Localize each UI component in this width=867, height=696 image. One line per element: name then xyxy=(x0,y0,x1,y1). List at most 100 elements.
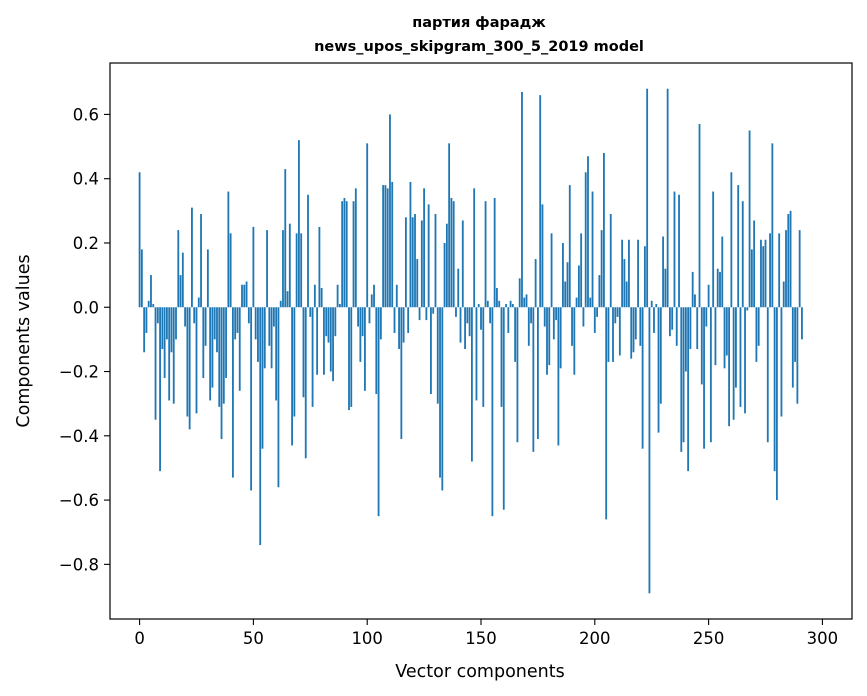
bar-6 xyxy=(152,304,155,308)
bar-110 xyxy=(389,114,391,308)
bar-171 xyxy=(527,307,530,346)
bar-183 xyxy=(555,307,558,321)
x-tick-label: 50 xyxy=(243,629,264,648)
bar-235 xyxy=(673,191,676,308)
bar-103 xyxy=(373,284,375,308)
bar-113 xyxy=(395,284,398,308)
bar-275 xyxy=(764,239,767,308)
bar-141 xyxy=(459,307,462,343)
bar-43 xyxy=(236,307,239,333)
bar-257 xyxy=(723,307,726,369)
bar-291 xyxy=(801,307,803,340)
bar-155 xyxy=(491,307,494,517)
bar-102 xyxy=(370,294,373,308)
bar-94 xyxy=(352,201,355,308)
bar-276 xyxy=(766,307,769,443)
bar-238 xyxy=(680,307,683,452)
y-tick-label: −0.2 xyxy=(59,363,99,382)
bar-20 xyxy=(184,307,187,327)
bar-48 xyxy=(247,307,250,324)
bar-30 xyxy=(206,249,209,308)
bar-179 xyxy=(546,307,548,375)
bar-231 xyxy=(664,268,667,308)
bar-273 xyxy=(760,239,762,308)
bar-217 xyxy=(632,307,635,353)
bar-143 xyxy=(464,307,466,350)
bar-262 xyxy=(735,307,737,388)
bar-123 xyxy=(418,307,421,321)
bar-285 xyxy=(787,214,790,308)
bar-14 xyxy=(170,307,173,353)
bar-206 xyxy=(607,307,610,362)
bar-59 xyxy=(272,307,275,327)
bar-233 xyxy=(669,307,671,337)
bar-40 xyxy=(229,233,232,308)
bar-221 xyxy=(641,307,644,449)
bar-144 xyxy=(466,307,469,324)
bar-200 xyxy=(593,307,596,333)
bar-256 xyxy=(721,236,724,308)
bar-199 xyxy=(591,191,594,308)
bar-79 xyxy=(318,226,321,308)
bar-283 xyxy=(782,281,785,308)
y-axis: −0.8 −0.6 −0.4 −0.2 0.0 0.2 0.4 0.6 xyxy=(59,105,110,574)
bar-212 xyxy=(621,239,624,308)
bar-15 xyxy=(172,307,175,404)
bar-35 xyxy=(218,307,221,407)
bar-76 xyxy=(311,307,314,407)
bar-69 xyxy=(295,233,298,308)
bar-270 xyxy=(753,220,756,308)
bar-66 xyxy=(288,223,291,308)
bar-136 xyxy=(448,143,451,308)
x-tick-label: 100 xyxy=(351,629,383,648)
bar-46 xyxy=(243,284,246,308)
bar-152 xyxy=(484,201,487,308)
bar-227 xyxy=(655,304,658,308)
bar-93 xyxy=(350,307,353,407)
bar-90 xyxy=(343,197,346,308)
bar-25 xyxy=(195,307,198,414)
bar-85 xyxy=(332,307,334,382)
bar-98 xyxy=(361,307,364,337)
bar-279 xyxy=(773,307,776,472)
bar-135 xyxy=(445,223,448,308)
bar-232 xyxy=(666,88,669,308)
x-tick-label: 200 xyxy=(579,629,611,648)
bar-165 xyxy=(514,307,517,362)
bar-88 xyxy=(338,304,341,308)
bar-112 xyxy=(393,307,396,333)
bar-249 xyxy=(705,307,708,327)
bar-174 xyxy=(534,259,537,308)
bar-92 xyxy=(348,307,350,411)
bar-260 xyxy=(730,172,733,308)
bar-234 xyxy=(671,307,674,330)
bar-245 xyxy=(696,307,699,350)
bar-52 xyxy=(257,307,259,362)
bar-191 xyxy=(573,307,576,375)
bar-86 xyxy=(334,307,337,337)
bar-83 xyxy=(327,307,330,343)
bar-55 xyxy=(263,307,266,369)
bar-120 xyxy=(411,217,414,308)
bar-163 xyxy=(509,300,512,308)
bar-72 xyxy=(302,307,305,398)
bar-41 xyxy=(232,307,234,478)
bar-210 xyxy=(616,307,619,317)
bar-45 xyxy=(241,284,243,308)
bar-151 xyxy=(482,307,485,407)
bar-218 xyxy=(634,307,637,340)
bar-223 xyxy=(646,88,649,308)
bar-87 xyxy=(336,284,339,308)
bar-26 xyxy=(197,297,200,308)
bar-150 xyxy=(480,307,482,330)
bar-128 xyxy=(430,307,432,395)
bar-82 xyxy=(325,307,328,337)
bar-243 xyxy=(691,271,694,308)
bar-47 xyxy=(245,281,248,308)
bar-226 xyxy=(653,307,655,333)
bar-125 xyxy=(423,188,426,308)
x-axis: 0 50 100 150 200 250 300 xyxy=(134,619,838,648)
bar-209 xyxy=(614,307,617,324)
bar-71 xyxy=(300,233,303,308)
bar-220 xyxy=(639,307,642,346)
